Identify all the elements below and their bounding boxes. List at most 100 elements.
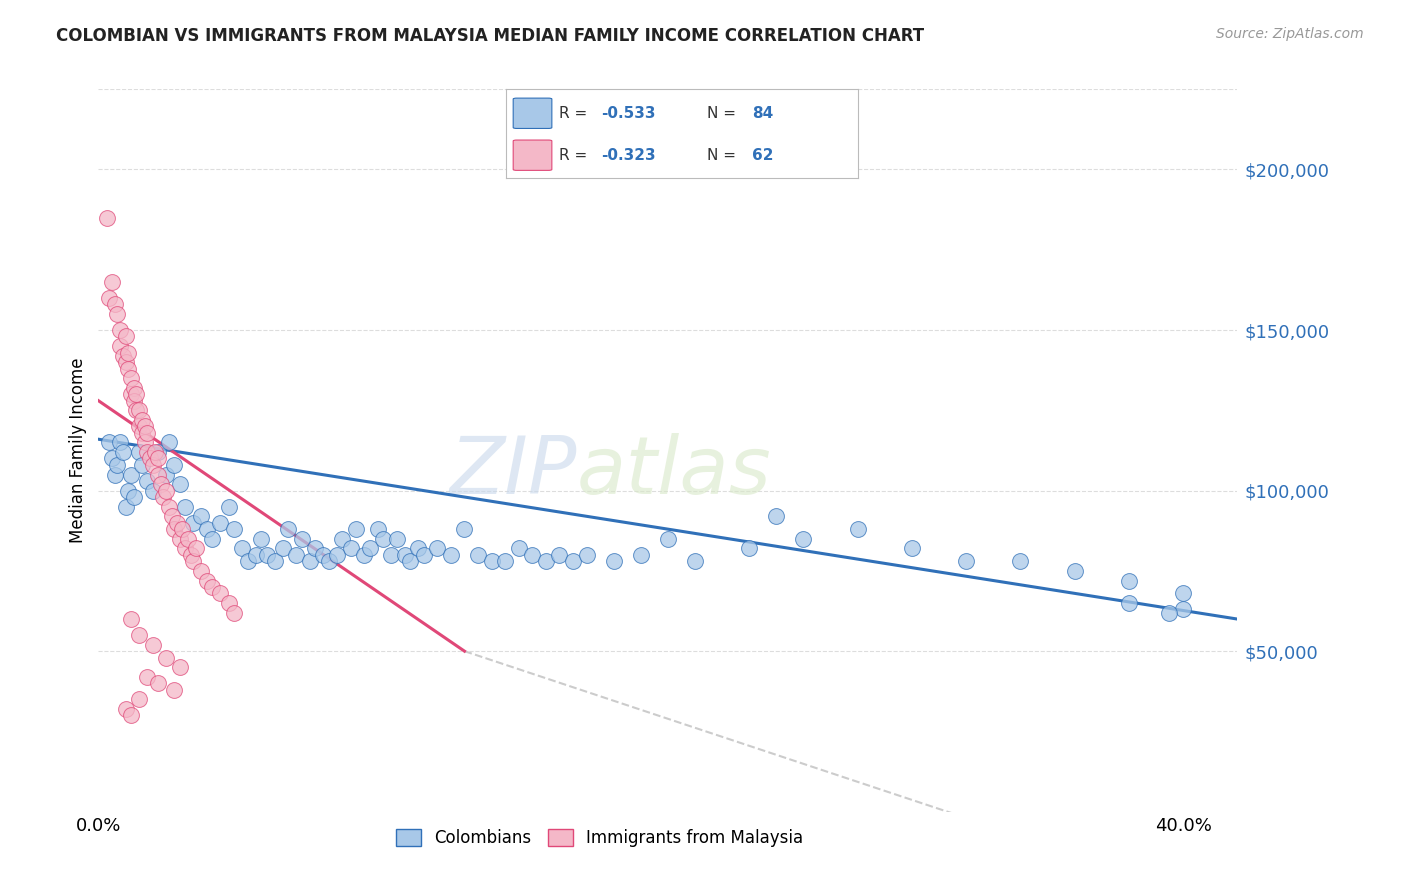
Point	[155, 467, 177, 482]
Point	[1118, 574, 1140, 588]
Point	[108, 339, 131, 353]
Point	[120, 387, 142, 401]
Point	[765, 509, 787, 524]
Point	[304, 541, 326, 556]
Point	[399, 554, 422, 568]
Point	[163, 522, 186, 536]
Point	[104, 297, 127, 311]
Text: atlas: atlas	[576, 434, 772, 511]
Point	[508, 541, 530, 556]
FancyBboxPatch shape	[513, 140, 551, 170]
Point	[271, 541, 294, 556]
Point	[657, 532, 679, 546]
Text: R =: R =	[560, 106, 592, 120]
Text: N =: N =	[707, 106, 741, 120]
Point	[440, 548, 463, 562]
Point	[339, 541, 361, 556]
Point	[163, 458, 186, 472]
Point	[534, 554, 557, 568]
Point	[146, 467, 169, 482]
Text: 62: 62	[752, 148, 773, 162]
Point	[114, 355, 136, 369]
Y-axis label: Median Family Income: Median Family Income	[69, 358, 87, 543]
Point	[548, 548, 571, 562]
Point	[1010, 554, 1032, 568]
Point	[142, 638, 165, 652]
Point	[122, 490, 145, 504]
Point	[683, 554, 706, 568]
Point	[136, 425, 159, 440]
Point	[139, 451, 162, 466]
Point	[125, 387, 148, 401]
Point	[128, 628, 150, 642]
Point	[101, 451, 124, 466]
Point	[1171, 602, 1194, 616]
Point	[412, 548, 434, 562]
Point	[117, 345, 139, 359]
Point	[183, 554, 205, 568]
Point	[738, 541, 761, 556]
Point	[209, 516, 232, 530]
Text: ZIP: ZIP	[450, 434, 576, 511]
Point	[195, 574, 218, 588]
Point	[792, 532, 814, 546]
Point	[169, 660, 191, 674]
Point	[180, 548, 202, 562]
Point	[114, 329, 136, 343]
Point	[494, 554, 516, 568]
Point	[98, 291, 121, 305]
Point	[408, 541, 430, 556]
Point	[128, 419, 150, 434]
Point	[128, 692, 150, 706]
Point	[134, 435, 156, 450]
Point	[117, 361, 139, 376]
Point	[236, 554, 259, 568]
Point	[250, 532, 273, 546]
Point	[190, 564, 212, 578]
Point	[134, 419, 156, 434]
Point	[190, 509, 212, 524]
Point	[562, 554, 585, 568]
Point	[131, 413, 153, 427]
Point	[163, 682, 186, 697]
Point	[122, 381, 145, 395]
Point	[145, 445, 167, 459]
Point	[120, 467, 142, 482]
Point	[602, 554, 624, 568]
Point	[174, 500, 197, 514]
Point	[142, 458, 165, 472]
Text: -0.323: -0.323	[602, 148, 655, 162]
Point	[160, 509, 183, 524]
Point	[142, 483, 165, 498]
Point	[136, 670, 159, 684]
Text: Source: ZipAtlas.com: Source: ZipAtlas.com	[1216, 27, 1364, 41]
Point	[846, 522, 869, 536]
Point	[169, 532, 191, 546]
Point	[146, 445, 169, 459]
Point	[575, 548, 598, 562]
Point	[107, 458, 129, 472]
Point	[371, 532, 394, 546]
Point	[114, 702, 136, 716]
Point	[157, 435, 180, 450]
Point	[122, 393, 145, 408]
Point	[98, 435, 121, 450]
Point	[380, 548, 402, 562]
Point	[146, 676, 169, 690]
Point	[131, 425, 153, 440]
Point	[120, 371, 142, 385]
Point	[107, 307, 129, 321]
Point	[177, 532, 200, 546]
Point	[117, 483, 139, 498]
Point	[285, 548, 308, 562]
Point	[169, 477, 191, 491]
Point	[104, 467, 127, 482]
Point	[157, 500, 180, 514]
Point	[120, 708, 142, 723]
Point	[522, 548, 544, 562]
Text: -0.533: -0.533	[602, 106, 655, 120]
Point	[481, 554, 503, 568]
Point	[136, 474, 159, 488]
Point	[108, 323, 131, 337]
Point	[291, 532, 314, 546]
